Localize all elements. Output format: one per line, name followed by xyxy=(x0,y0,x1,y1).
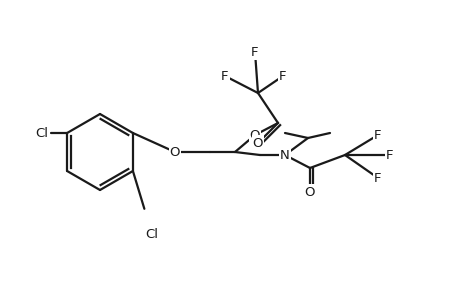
Text: F: F xyxy=(386,148,393,161)
Text: O: O xyxy=(304,185,314,199)
Text: Cl: Cl xyxy=(35,127,48,140)
Text: F: F xyxy=(374,172,381,184)
Text: O: O xyxy=(169,146,180,158)
Text: F: F xyxy=(374,128,381,142)
Text: F: F xyxy=(251,46,258,59)
Text: O: O xyxy=(252,136,263,149)
Text: O: O xyxy=(249,128,260,142)
Text: N: N xyxy=(280,148,289,161)
Text: F: F xyxy=(221,70,228,83)
Text: Cl: Cl xyxy=(145,227,158,241)
Text: F: F xyxy=(279,70,286,83)
